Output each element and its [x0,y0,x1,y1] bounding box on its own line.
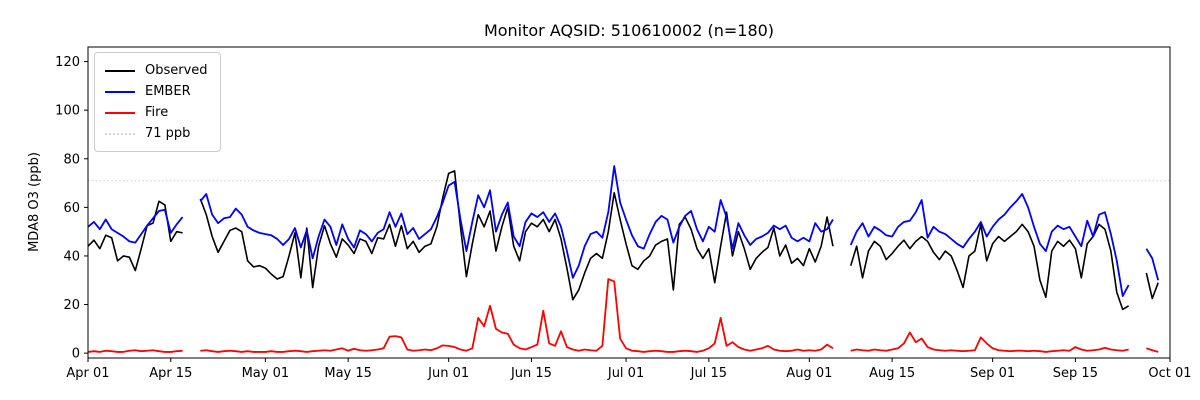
x-tick-label: Jul 01 [607,366,644,381]
fire-line [87,349,183,353]
observed-line [199,170,834,301]
y-tick-label: 120 [55,55,80,70]
threshold-line-swatch [105,132,135,135]
x-tick-label: May 15 [324,366,372,381]
x-tick-label: Apr 01 [66,366,109,381]
x-tick-label: May 01 [242,366,290,381]
legend-item-threshold: 71 ppb [105,123,208,144]
axes-frame [87,46,1171,359]
x-tick-label: Jul 15 [690,366,727,381]
legend-label-fire: Fire [145,105,169,120]
ember-line [849,193,1130,297]
legend-item-fire: Fire [105,102,208,123]
fire-line [1146,347,1159,353]
x-tick-label: Jun 01 [427,366,469,381]
x-tick-label: Aug 15 [869,366,915,381]
legend-item-observed: Observed [105,60,208,81]
observed-line [87,200,183,272]
observed-line-swatch [105,69,135,72]
legend-label-ember: EMBER [145,84,191,99]
x-tick-label: Apr 15 [149,366,192,381]
y-tick-label: 80 [63,152,80,167]
y-tick-label: 40 [63,249,80,264]
y-tick-label: 100 [55,104,80,119]
legend-label-observed: Observed [145,63,208,78]
observed-line [1145,272,1159,300]
fire-line [200,278,834,353]
ember-line [199,165,834,279]
y-tick-label: 0 [72,347,80,362]
x-tick-label: Aug 01 [786,366,832,381]
legend-item-ember: EMBER [105,81,208,102]
ember-line-swatch [105,90,135,93]
fire-line [850,331,1129,353]
plot-content: Apr 01 Apr 15 May 01 May 15 Jun 01 Jun 15 Jul … [55,46,1192,381]
legend: Observed EMBER Fire 71 ppb [94,52,221,152]
legend-label-threshold: 71 ppb [145,126,191,141]
ember-line [1145,248,1160,281]
y-axis-label: MDA8 O3 (ppb) [27,152,42,252]
observed-line [849,223,1130,311]
x-tick-label: Oct 01 [1148,366,1191,381]
x-tick-label: Jun 15 [510,366,552,381]
y-tick-label: 60 [63,201,80,216]
x-tick-label: Sep 15 [1053,366,1098,381]
plot-title: Monitor AQSID: 510610002 (n=180) [484,21,774,40]
fire-line-swatch [105,111,135,114]
x-tick-label: Sep 01 [970,366,1015,381]
y-tick-label: 20 [63,298,80,313]
ember-line [87,208,184,244]
